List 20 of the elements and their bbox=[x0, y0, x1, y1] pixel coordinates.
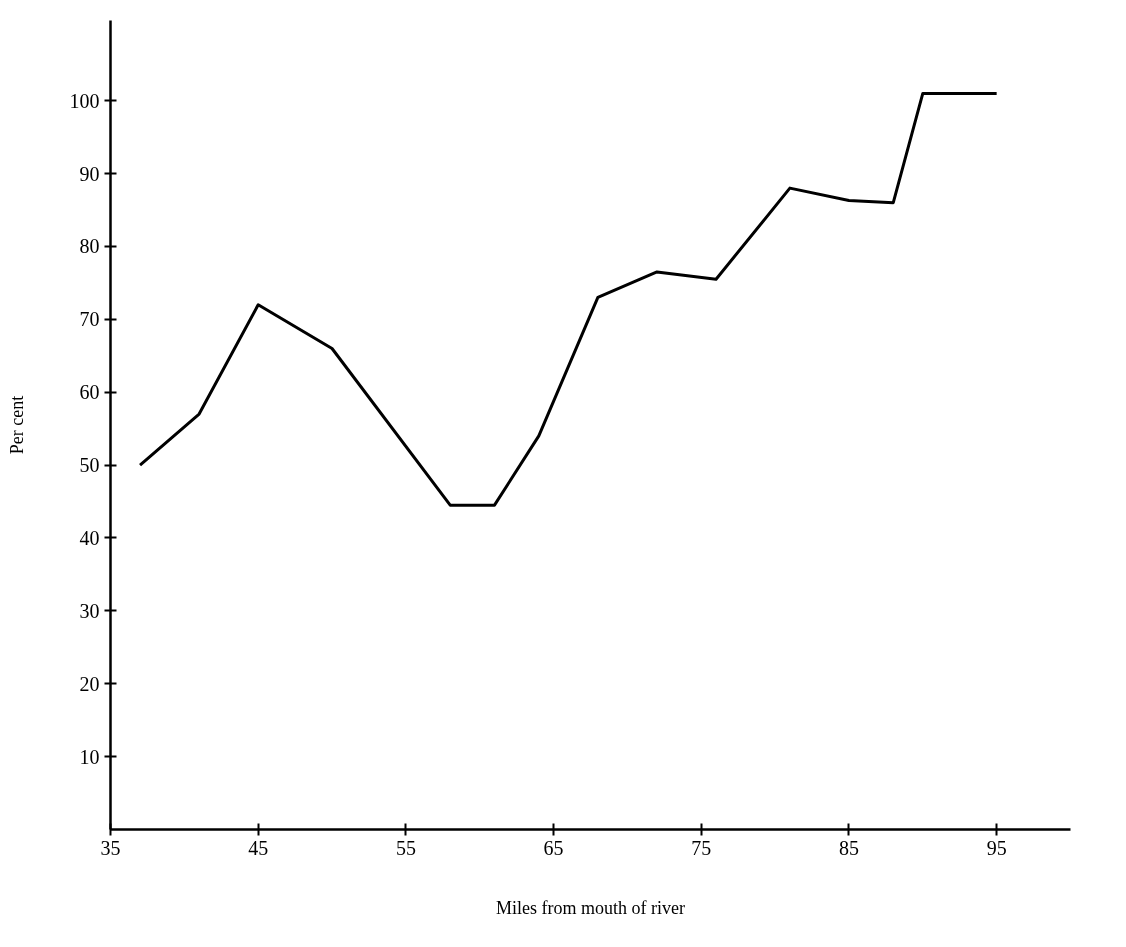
y-tick-label: 20 bbox=[79, 672, 100, 695]
y-tick-label: 100 bbox=[69, 89, 100, 112]
x-tick-label: 85 bbox=[838, 836, 859, 859]
x-tick-label: 95 bbox=[986, 836, 1007, 859]
x-tick-label: 65 bbox=[543, 836, 564, 859]
y-tick-label: 10 bbox=[79, 745, 100, 768]
x-tick-label: 75 bbox=[691, 836, 712, 859]
x-axis-title: Miles from mouth of river bbox=[496, 897, 685, 918]
y-tick-label: 90 bbox=[79, 162, 100, 185]
x-tick-label: 55 bbox=[395, 836, 416, 859]
y-axis-title: Per cent bbox=[6, 395, 27, 455]
y-tick-label: 80 bbox=[79, 235, 100, 258]
y-tick-label: 50 bbox=[79, 454, 100, 477]
x-tick-label: 35 bbox=[100, 836, 121, 859]
y-tick-label: 60 bbox=[79, 381, 100, 404]
y-tick-label: 40 bbox=[79, 526, 100, 549]
y-tick-label: 30 bbox=[79, 599, 100, 622]
line-series bbox=[138, 91, 999, 507]
x-tick-label: 45 bbox=[248, 836, 269, 859]
y-tick-label: 70 bbox=[79, 308, 100, 331]
